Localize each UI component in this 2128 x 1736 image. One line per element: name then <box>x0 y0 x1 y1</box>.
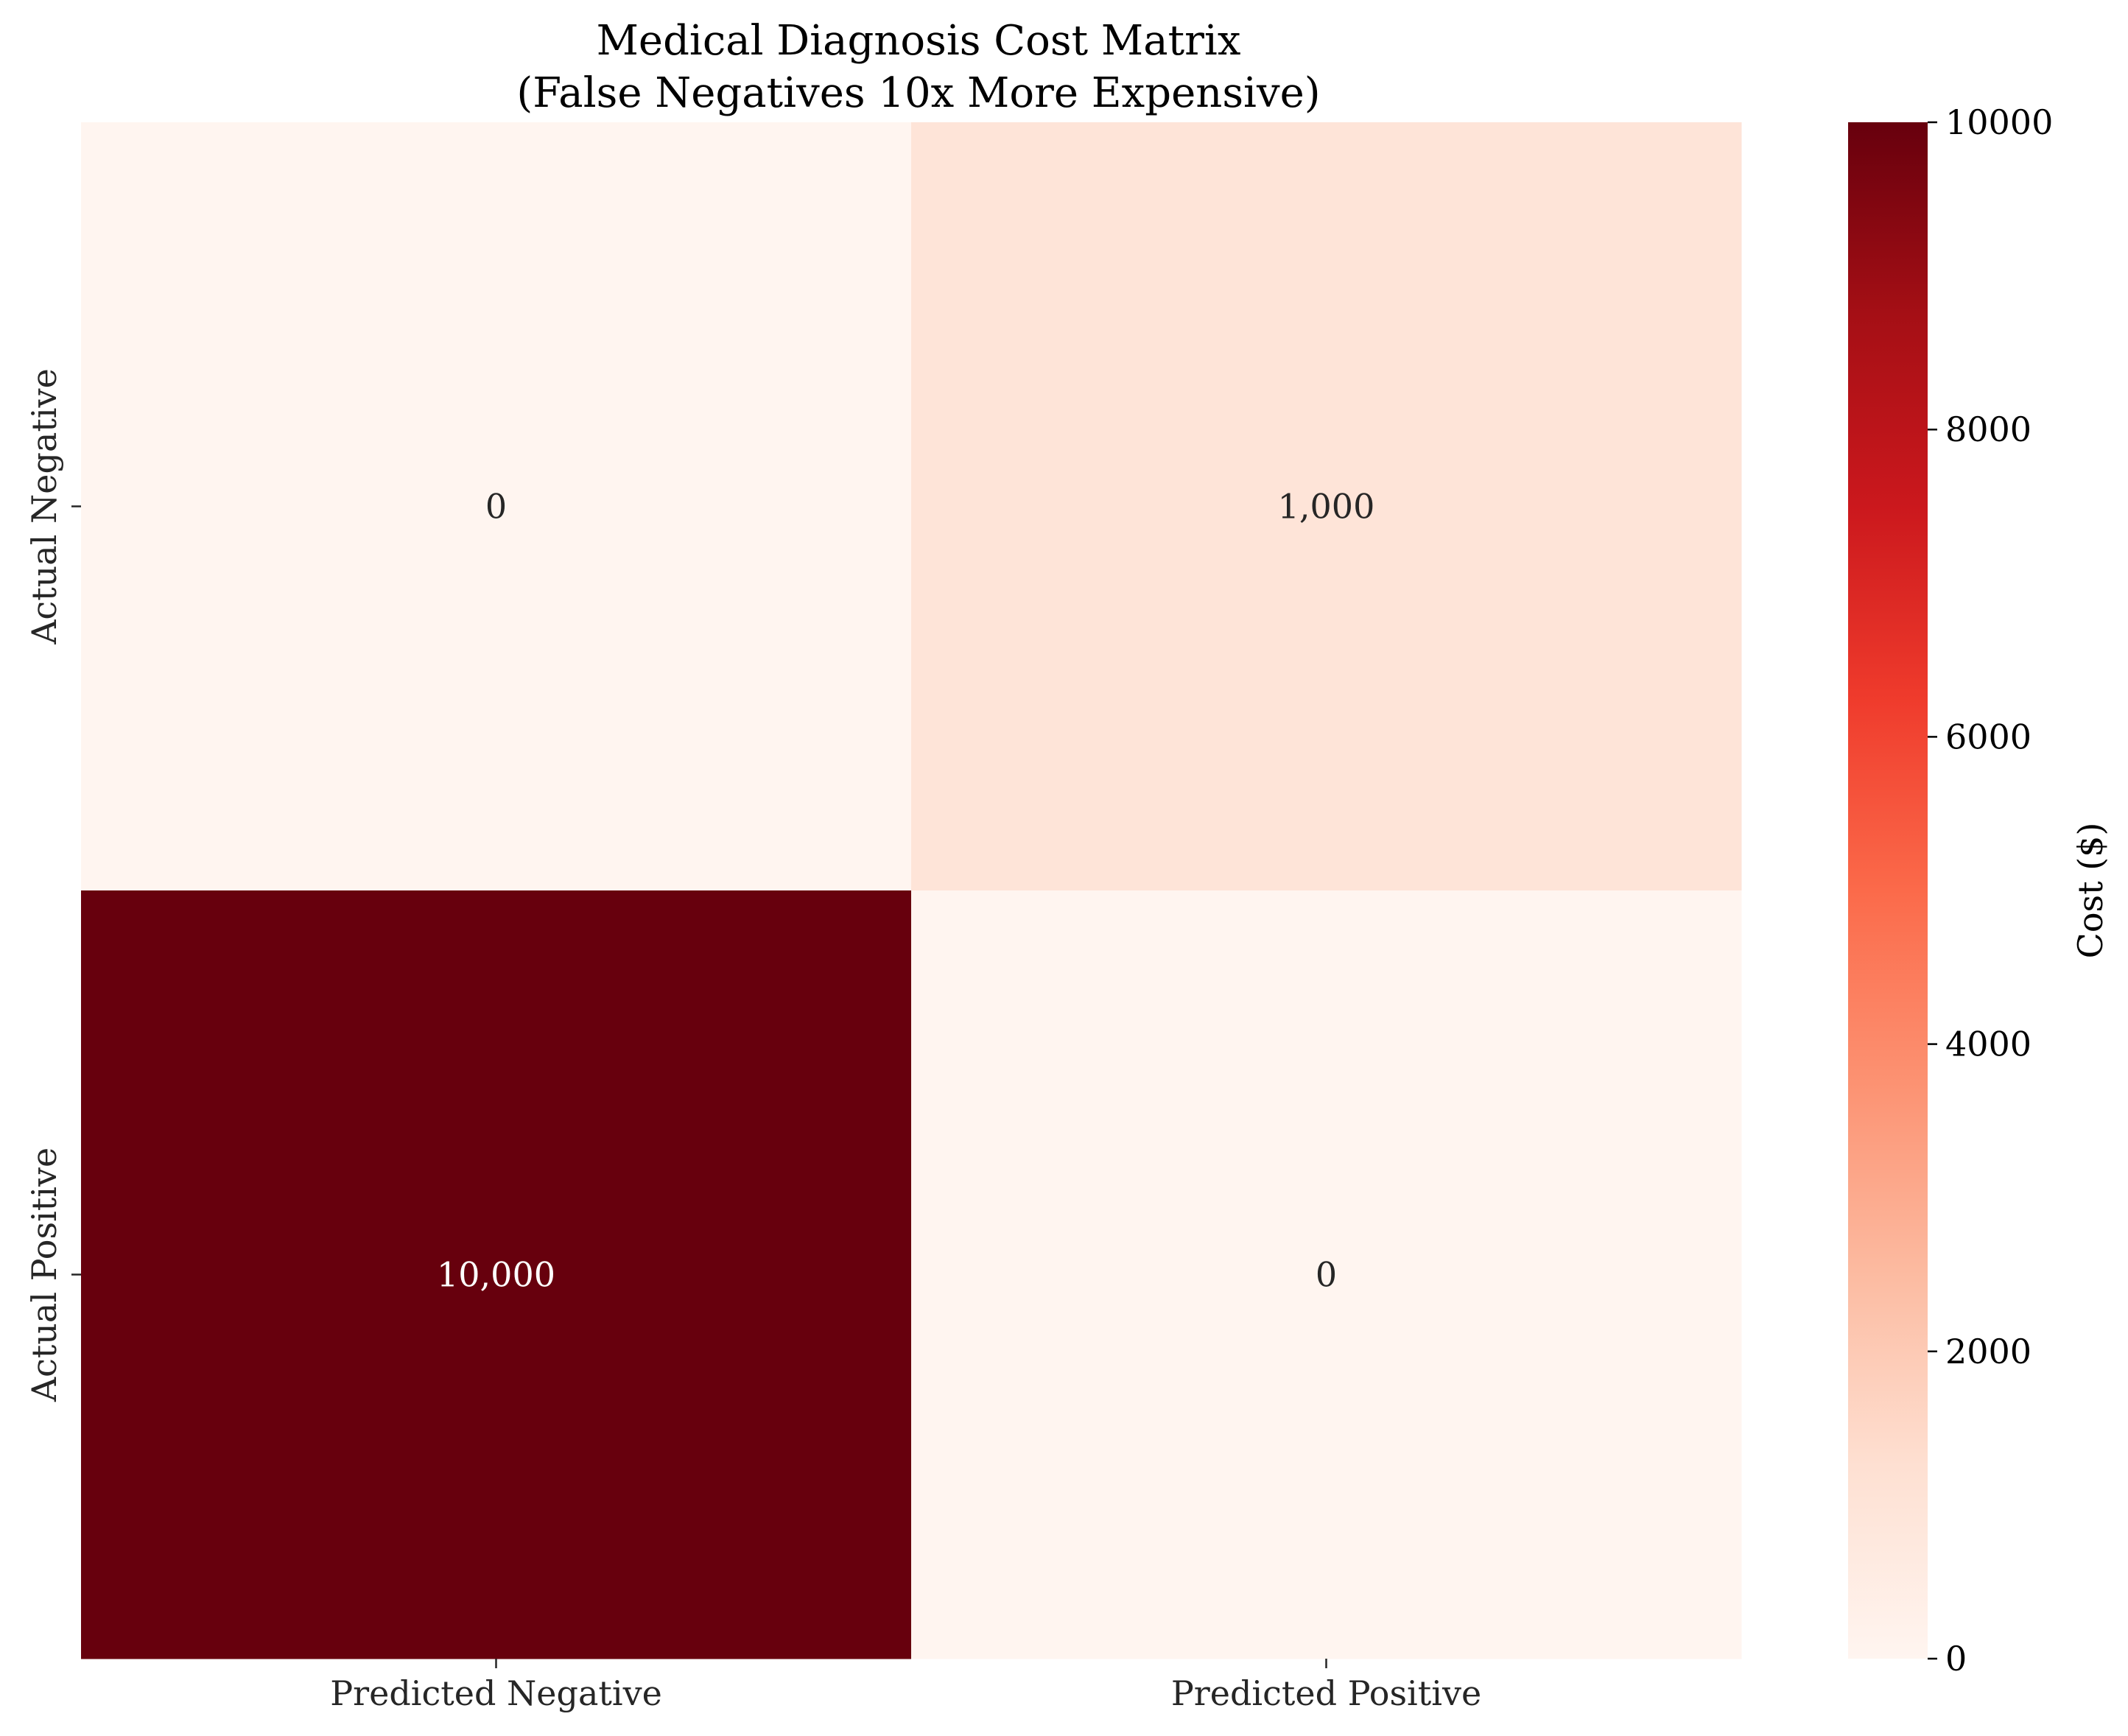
x-tick-label: Predicted Positive <box>1171 1673 1481 1713</box>
cell-value-label: 10,000 <box>437 1255 555 1295</box>
colorbar-tick-label: 2000 <box>1945 1332 2032 1371</box>
chart-title-group: Medical Diagnosis Cost Matrix (False Neg… <box>516 17 1320 117</box>
colorbar-label: Cost ($) <box>2071 823 2110 959</box>
x-axis: Predicted Negative Predicted Positive <box>330 1659 1481 1713</box>
cell-value-label: 1,000 <box>1278 487 1375 527</box>
colorbar-tick-label: 8000 <box>1945 410 2032 449</box>
heatmap-cell-actual-positive-predicted-negative <box>81 890 912 1659</box>
x-tick-label: Predicted Negative <box>330 1673 662 1713</box>
heatmap-cell-labels: 0 1,000 10,000 0 <box>437 487 1374 1295</box>
heatmap-cells <box>81 122 1742 1659</box>
cell-value-label: 0 <box>1316 1255 1337 1295</box>
y-tick-label: Actual Positive <box>24 1148 64 1402</box>
heatmap-cell-actual-negative-predicted-positive <box>911 122 1742 891</box>
colorbar-tick-label: 0 <box>1945 1639 1967 1679</box>
colorbar-tick-label: 6000 <box>1945 717 2032 756</box>
colorbar-tick-label: 10000 <box>1945 102 2053 142</box>
cell-value-label: 0 <box>485 487 507 527</box>
chart-subtitle: (False Negatives 10x More Expensive) <box>516 69 1320 117</box>
colorbar-gradient <box>1848 122 1928 1659</box>
chart-title: Medical Diagnosis Cost Matrix <box>597 17 1241 65</box>
colorbar-tick-label: 4000 <box>1945 1025 2032 1064</box>
y-tick-label: Actual Negative <box>24 368 64 645</box>
colorbar: 0 2000 4000 6000 8000 10000 Cost ($) <box>1848 102 2110 1679</box>
y-axis: Actual Negative Actual Positive <box>24 368 81 1402</box>
heatmap-cell-actual-negative-predicted-negative <box>81 122 912 891</box>
heatmap-cell-actual-positive-predicted-positive <box>911 890 1742 1659</box>
